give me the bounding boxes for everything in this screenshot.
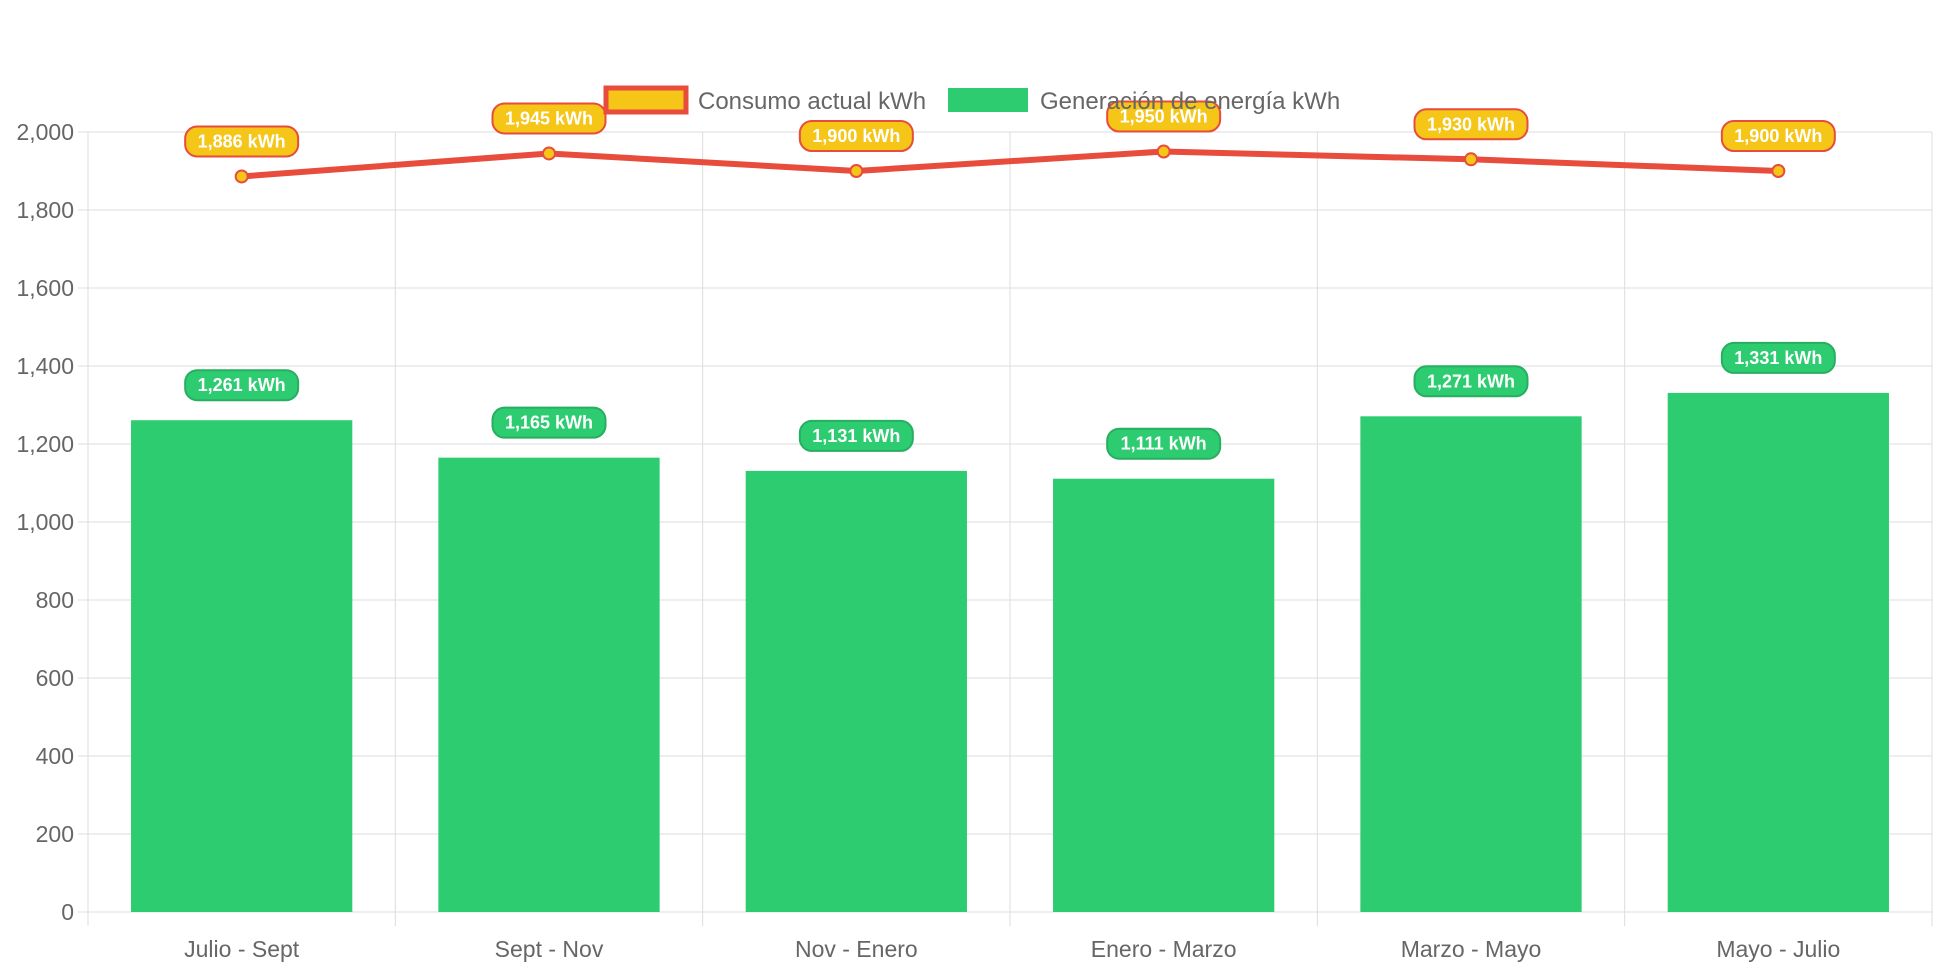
line-point[interactable] [234,169,249,184]
y-tick-label: 200 [36,821,74,847]
bar-data-label: 1,271 kWh [1413,365,1529,398]
bar[interactable] [1053,478,1275,912]
line-data-label: 1,930 kWh [1413,108,1529,141]
line-data-label: 1,945 kWh [491,102,607,135]
line-point[interactable] [1464,152,1478,167]
line-point[interactable] [849,164,864,178]
bar-data-label-text: 1,165 kWh [505,413,593,433]
bar-data-label-bg [1106,427,1222,460]
y-tick-label: 1,000 [16,509,74,535]
bar-data-label: 1,331 kWh [1720,341,1836,374]
bar-data-label-text: 1,261 kWh [198,375,286,395]
bar-series [131,392,1889,912]
line-data-label-bg [184,125,300,158]
legend-label-generacion[interactable]: Generación de energía kWh [1040,88,1340,115]
bar-data-label-text: 1,271 kWh [1427,371,1515,391]
line-data-label: 1,900 kWh [1720,120,1836,152]
line-data-label: 1,900 kWh [798,120,914,152]
x-tick-label: Marzo - Mayo [1401,936,1542,962]
legend-swatch-consumo[interactable] [603,85,689,115]
bar-data-label: 1,131 kWh [798,419,914,452]
bar-data-label-bg [184,369,300,402]
y-tick-label: 1,800 [16,197,74,223]
y-tick-label: 400 [36,743,74,769]
line-path [241,148,1779,180]
bar-data-label-bg [798,419,914,452]
bar-data-label: 1,111 kWh [1106,427,1222,460]
x-tick-label: Sept - Nov [495,936,604,962]
line-series [234,144,1786,184]
data-labels: 1,261 kWh 1,165 kWh 1,131 kWh 1,111 kWh 1,27… [184,100,1836,460]
line-data-label: 1,886 kWh [184,125,300,158]
legend-swatch-generacion[interactable] [948,88,1028,112]
x-tick-label: Enero - Marzo [1091,936,1237,962]
line-point[interactable] [1771,164,1786,178]
y-tick-label: 800 [36,587,74,613]
line-point[interactable] [542,146,556,161]
line-data-label-text: 1,945 kWh [505,108,593,128]
line-data-label-text: 1,950 kWh [1120,107,1208,127]
line-data-label: 1,950 kWh [1106,100,1222,133]
bar-data-label-text: 1,111 kWh [1121,434,1207,454]
bar[interactable] [131,420,353,912]
bar[interactable] [745,470,967,912]
line-data-label-bg [1413,108,1529,141]
y-tick-label: 1,400 [16,353,74,379]
bar[interactable] [1360,416,1582,912]
line-data-label-bg [491,102,607,135]
grid-lines [87,131,1933,926]
line-data-label-bg [798,120,914,152]
y-tick-label: 600 [36,665,74,691]
y-tick-label: 0 [61,899,74,925]
x-tick-label: Julio - Sept [184,936,300,962]
bar-data-label-bg [491,406,607,439]
line-data-label-text: 1,900 kWh [812,126,900,146]
line-data-label-text: 1,930 kWh [1427,114,1515,134]
axes: 0 200 400 600 800 1,000 1,200 1,400 1,600 1,800 2,… [16,119,1840,962]
legend[interactable]: Consumo actual kWh Generación de energía… [603,85,1340,115]
bar[interactable] [438,457,660,912]
y-tick-label: 1,600 [16,275,74,301]
bar[interactable] [1667,392,1889,912]
bar-data-label-bg [1720,341,1836,374]
x-tick-label: Mayo - Julio [1716,936,1840,962]
line-point[interactable] [1156,144,1171,159]
bar-data-label: 1,165 kWh [491,406,607,439]
x-tick-label: Nov - Enero [795,936,918,962]
y-tick-label: 1,200 [16,431,74,457]
y-tick-label: 2,000 [16,119,74,145]
bar-data-label-text: 1,331 kWh [1734,348,1822,368]
bar-data-label-bg [1413,365,1529,398]
line-data-label-text: 1,886 kWh [198,131,286,151]
bar-data-label-text: 1,131 kWh [812,426,900,446]
bar-data-label: 1,261 kWh [184,369,300,402]
line-data-label-bg [1720,120,1836,152]
legend-label-consumo[interactable]: Consumo actual kWh [698,88,926,115]
line-data-label-text: 1,900 kWh [1734,126,1822,146]
line-data-label-bg [1106,100,1222,133]
